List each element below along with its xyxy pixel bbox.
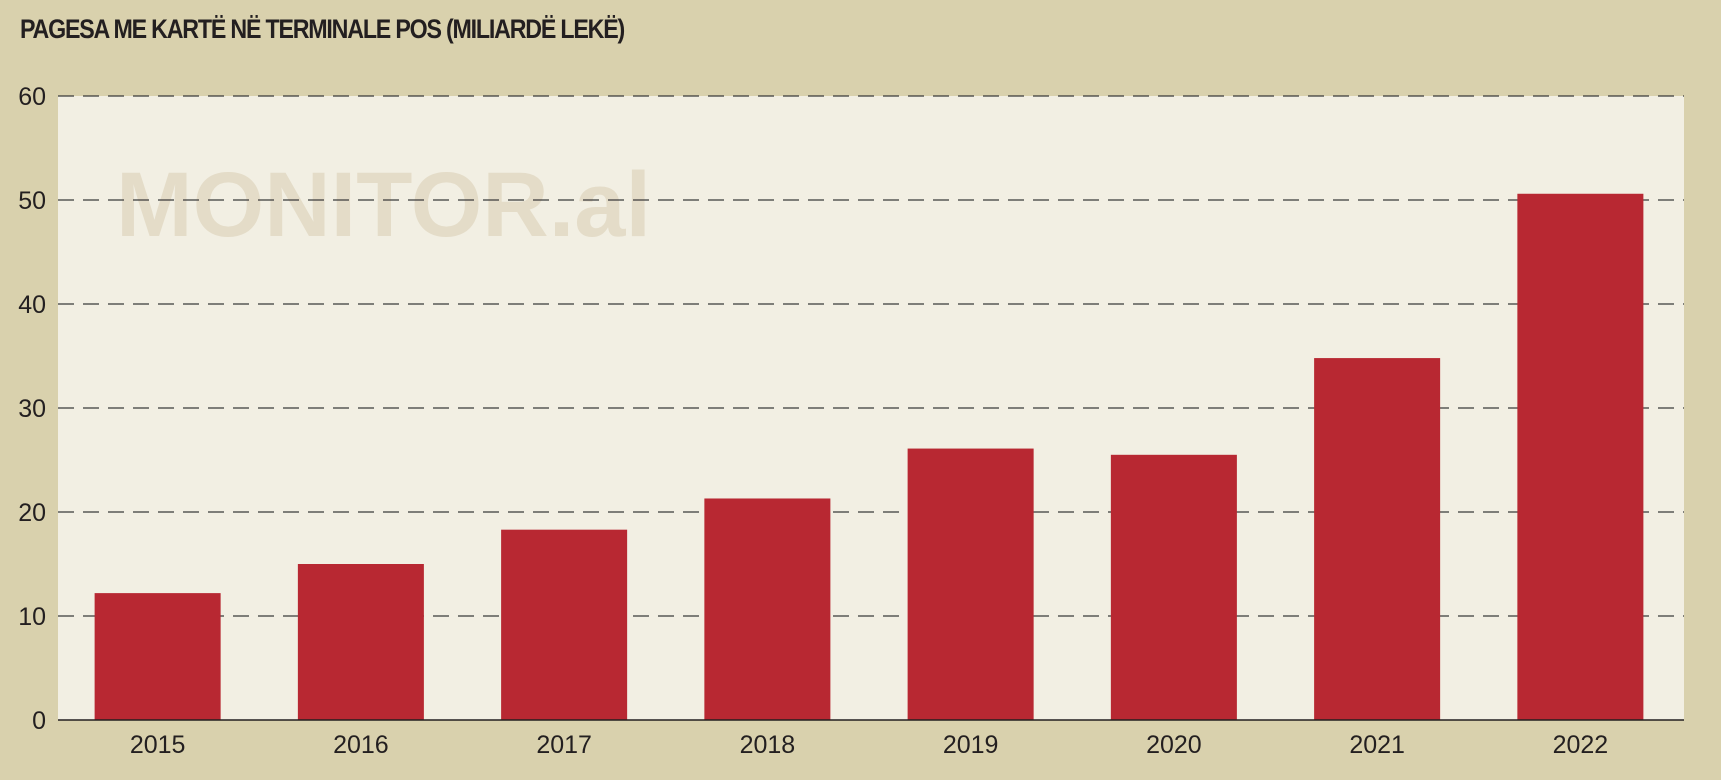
x-tick-label: 2022 (1553, 731, 1609, 759)
x-tick-label: 2021 (1349, 731, 1405, 759)
bar (297, 564, 424, 720)
x-tick-label: 2015 (130, 731, 186, 759)
y-axis-ticks: 0 10 20 30 40 50 60 (18, 83, 46, 735)
x-tick-label: 2019 (943, 731, 999, 759)
x-tick-label: 2018 (740, 731, 796, 759)
y-tick-label: 60 (18, 83, 46, 111)
watermark-logo: MONITOR.al (116, 154, 651, 256)
bar (1314, 358, 1441, 720)
y-tick-label: 40 (18, 291, 46, 319)
chart-title: PAGESA ME KARTË NË TERMINALE POS (MILIAR… (20, 14, 625, 44)
bar (1110, 454, 1237, 720)
y-tick-label: 0 (32, 707, 46, 735)
x-tick-label: 2020 (1146, 731, 1202, 759)
bar (704, 498, 831, 720)
y-tick-label: 20 (18, 499, 46, 527)
bar (1517, 193, 1644, 720)
bar (501, 529, 628, 720)
y-tick-label: 30 (18, 395, 46, 423)
x-tick-label: 2016 (333, 731, 389, 759)
y-tick-label: 10 (18, 603, 46, 631)
bar (907, 448, 1034, 720)
x-tick-label: 2017 (536, 731, 592, 759)
x-axis-ticks: 2015 2016 2017 2018 2019 2020 2021 2022 (130, 731, 1608, 759)
y-tick-label: 50 (18, 187, 46, 215)
bar (94, 593, 221, 720)
bars (94, 193, 1644, 720)
